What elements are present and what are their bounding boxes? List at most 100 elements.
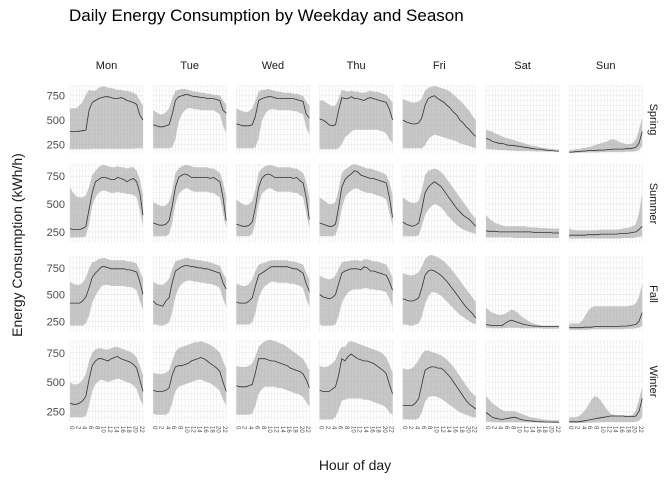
range-band — [486, 396, 559, 423]
mean-line — [319, 266, 393, 300]
x-tick-label: 14 — [362, 426, 368, 433]
x-tick-label: 0 — [318, 426, 324, 430]
y-tick-label: 500 — [47, 377, 65, 389]
x-tick-label: 20 — [381, 426, 387, 433]
mean-line — [319, 96, 393, 127]
facet-panel — [236, 164, 310, 243]
x-tick-label: 22 — [554, 426, 560, 433]
facet-panel — [152, 85, 227, 154]
facet-column-label: Sun — [596, 60, 616, 72]
facet-column-label: Tue — [180, 60, 199, 72]
mean-line — [69, 355, 144, 405]
facet-panel — [485, 340, 560, 423]
facet-panel — [236, 85, 310, 154]
facet-panel — [152, 164, 227, 243]
mean-line — [69, 176, 144, 230]
facet-panel — [402, 164, 477, 243]
x-tick-label: 10 — [599, 426, 605, 433]
facet-panel — [402, 85, 477, 154]
range-band — [402, 86, 476, 149]
x-tick-label: 8 — [177, 426, 183, 430]
x-tick-label: 16 — [535, 426, 541, 433]
x-tick-label: 16 — [618, 426, 624, 433]
x-tick-label: 6 — [503, 426, 509, 430]
facet-panel — [568, 340, 643, 423]
facet-panel — [319, 340, 393, 423]
range-band — [70, 165, 143, 238]
range-band — [153, 341, 227, 415]
y-tick-label: 750 — [47, 171, 65, 183]
x-tick-label: 18 — [624, 426, 630, 433]
x-tick-label: 10 — [349, 426, 355, 433]
x-tick-label: 14 — [528, 426, 534, 433]
x-tick-label: 12 — [605, 426, 611, 433]
mean-line — [485, 319, 559, 327]
x-tick-label: 16 — [119, 426, 125, 433]
x-tick-label: 16 — [285, 426, 291, 433]
facet-panel — [568, 256, 643, 332]
y-tick-label: 250 — [47, 227, 65, 239]
facet-panel — [485, 85, 560, 154]
x-tick-label: 0 — [401, 426, 407, 430]
x-tick-label: 0 — [68, 426, 74, 430]
mean-line — [319, 353, 393, 394]
x-tick-label: 22 — [471, 426, 477, 433]
mean-line — [153, 357, 227, 392]
x-tick-label: 2 — [407, 426, 413, 430]
x-tick-label: 6 — [87, 426, 93, 430]
x-tick-label: 18 — [375, 426, 381, 433]
range-band — [153, 258, 227, 326]
range-band — [236, 88, 310, 149]
x-tick-label: 2 — [74, 426, 80, 430]
x-tick-label: 6 — [170, 426, 176, 430]
range-band — [70, 347, 143, 418]
facet-panel — [69, 340, 144, 423]
x-tick-label: 2 — [574, 426, 580, 430]
range-band — [569, 118, 643, 153]
x-tick-label: 12 — [522, 426, 528, 433]
x-tick-label: 18 — [292, 426, 298, 433]
x-tick-label: 8 — [343, 426, 349, 430]
range-band — [319, 164, 393, 237]
mean-line — [70, 96, 144, 132]
facet-panel — [402, 254, 477, 332]
x-tick-label: 20 — [298, 426, 304, 433]
mean-line — [236, 266, 310, 304]
x-tick-label: 6 — [253, 426, 259, 430]
x-tick-label: 8 — [593, 426, 599, 430]
range-band — [402, 350, 476, 420]
x-tick-label: 2 — [490, 426, 496, 430]
x-tick-label: 0 — [234, 426, 240, 430]
x-tick-label: 10 — [266, 426, 272, 433]
mean-line — [485, 412, 560, 423]
x-tick-label: 18 — [208, 426, 214, 433]
facet-panel — [236, 256, 310, 332]
facet-panel — [319, 256, 393, 332]
facet-column-label: Thu — [347, 60, 366, 72]
mean-line — [485, 138, 559, 152]
mean-line — [236, 173, 310, 227]
mean-line — [569, 398, 643, 423]
x-tick-label: 0 — [151, 426, 157, 430]
x-tick-label: 10 — [100, 426, 106, 433]
x-tick-label: 20 — [464, 426, 470, 433]
facet-panel — [152, 340, 227, 423]
x-tick-label: 4 — [497, 426, 503, 430]
range-band — [319, 259, 393, 326]
x-tick-label: 4 — [413, 426, 419, 430]
x-tick-label: 12 — [189, 426, 195, 433]
x-tick-label: 12 — [356, 426, 362, 433]
x-tick-label: 12 — [439, 426, 445, 433]
x-tick-label: 12 — [106, 426, 112, 433]
facet-panel — [319, 164, 393, 243]
y-axis-label: Energy Consumption (kWh/h) — [9, 153, 25, 337]
y-tick-label: 750 — [47, 263, 65, 275]
x-tick-label: 14 — [445, 426, 451, 433]
x-tick-label: 8 — [93, 426, 99, 430]
x-axis-label: Hour of day — [318, 457, 392, 473]
range-band — [486, 129, 559, 152]
y-tick-label: 750 — [47, 91, 65, 103]
x-tick-label: 2 — [324, 426, 330, 430]
chart-title: Daily Energy Consumption by Weekday and … — [69, 6, 464, 25]
facet-panel — [319, 85, 393, 154]
